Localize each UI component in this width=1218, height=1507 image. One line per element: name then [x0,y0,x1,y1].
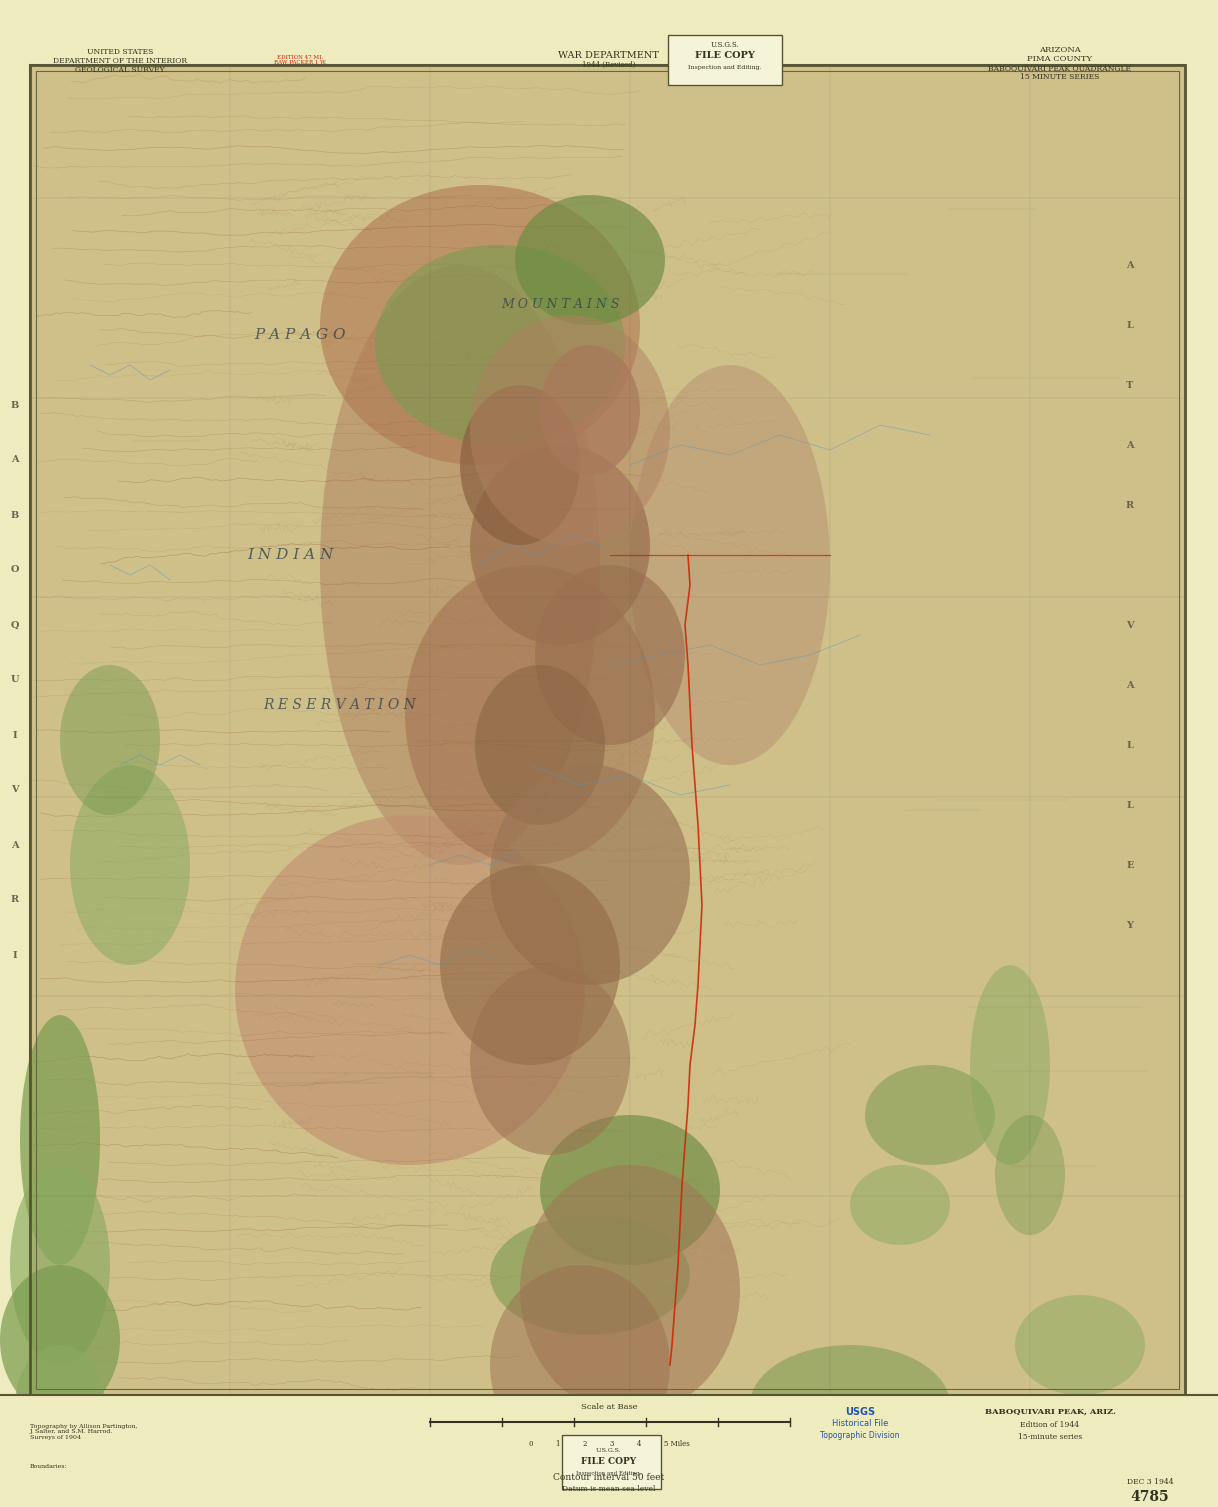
Text: BABOQUIVARI PEAK QUADRANGLE: BABOQUIVARI PEAK QUADRANGLE [989,63,1132,72]
Ellipse shape [320,185,639,466]
Text: P A P A G O: P A P A G O [255,329,346,342]
Ellipse shape [475,665,605,824]
Text: L: L [1127,321,1134,330]
Ellipse shape [440,865,620,1065]
Text: U.S.G.S.: U.S.G.S. [710,41,739,50]
Ellipse shape [750,1346,950,1465]
Text: R: R [1125,500,1134,509]
Ellipse shape [69,766,190,964]
Text: UNITED STATES: UNITED STATES [86,48,153,56]
Text: EDITION 47 MI.
RAW PACKER 1 W.: EDITION 47 MI. RAW PACKER 1 W. [274,54,326,65]
Text: Datum is mean sea level: Datum is mean sea level [563,1484,655,1493]
Bar [37,71,1179,1389]
Text: Y: Y [1127,921,1134,930]
Text: T: T [1127,380,1134,389]
Ellipse shape [15,1346,105,1465]
Bar [30,65,1185,1395]
FancyBboxPatch shape [561,1435,661,1489]
Ellipse shape [1015,1295,1145,1395]
Text: V: V [11,785,18,794]
Text: I: I [12,951,17,960]
Ellipse shape [0,1264,121,1415]
Ellipse shape [406,565,655,865]
Bar [30,65,1185,1395]
Ellipse shape [320,265,600,865]
Text: B: B [11,401,19,410]
Ellipse shape [970,964,1050,1165]
Ellipse shape [540,1115,720,1264]
Text: Boundaries:: Boundaries: [30,1465,68,1469]
Ellipse shape [235,815,585,1165]
Text: PIMA COUNTY: PIMA COUNTY [1028,54,1093,63]
Ellipse shape [995,1115,1065,1236]
Text: L: L [1127,800,1134,809]
Text: B: B [11,511,19,520]
FancyBboxPatch shape [667,35,782,84]
Text: E: E [1127,860,1134,870]
Ellipse shape [490,1215,691,1335]
Ellipse shape [630,365,829,766]
Text: GEOLOGICAL SURVEY: GEOLOGICAL SURVEY [76,66,164,74]
Text: Edition of 1944: Edition of 1944 [1021,1421,1079,1429]
Ellipse shape [470,964,630,1154]
Bar [0,1395,1218,1507]
Text: ARIZONA: ARIZONA [1039,47,1080,54]
Text: A: A [11,841,18,850]
Text: DEC 3 1944: DEC 3 1944 [1127,1478,1173,1486]
Text: A: A [1127,261,1134,270]
Text: WAR DEPARTMENT: WAR DEPARTMENT [559,51,659,59]
Text: Topographic Division: Topographic Division [820,1432,900,1441]
Text: 0          1          2          3          4          5 Miles: 0 1 2 3 4 5 Miles [529,1441,689,1448]
Text: I N D I A N: I N D I A N [247,549,334,562]
Text: 15-minute series: 15-minute series [1018,1433,1082,1441]
Ellipse shape [460,384,580,546]
Ellipse shape [520,1165,741,1415]
Text: FILE COPY: FILE COPY [581,1456,637,1465]
Text: M O U N T A I N S: M O U N T A I N S [501,298,619,312]
Text: 1944 (Revised): 1944 (Revised) [582,60,636,69]
Text: USGS: USGS [845,1408,875,1417]
Text: U: U [11,675,19,684]
Ellipse shape [540,345,639,475]
Text: Historical File: Historical File [832,1420,888,1429]
Text: R: R [11,895,19,904]
Text: Q: Q [11,621,19,630]
Ellipse shape [515,194,665,326]
Ellipse shape [490,766,691,986]
Text: Contour interval 50 feet: Contour interval 50 feet [553,1472,665,1481]
Text: I: I [12,731,17,740]
Text: 15 MINUTE SERIES: 15 MINUTE SERIES [1021,72,1100,81]
Text: FILE COPY: FILE COPY [695,51,755,59]
Text: R E S E R V A T I O N: R E S E R V A T I O N [263,698,417,711]
Text: DEPARTMENT OF THE INTERIOR: DEPARTMENT OF THE INTERIOR [52,57,188,65]
Ellipse shape [490,1264,670,1465]
Ellipse shape [10,1165,110,1365]
Ellipse shape [60,665,160,815]
Text: A: A [11,455,18,464]
Ellipse shape [535,565,685,744]
Text: A: A [1127,681,1134,690]
Ellipse shape [19,1016,100,1264]
Bar [30,65,1185,1395]
Text: L: L [1127,740,1134,749]
Ellipse shape [470,445,650,645]
Text: 4785: 4785 [1130,1490,1169,1504]
Ellipse shape [850,1165,950,1245]
Text: V: V [1127,621,1134,630]
Text: Topography by Allison Partington,
J. Salter, and S.M. Harrod.
Surveys of 1904: Topography by Allison Partington, J. Sal… [30,1424,138,1441]
Text: Inspection and Editing.: Inspection and Editing. [576,1471,642,1475]
Ellipse shape [375,246,625,445]
Text: O: O [11,565,19,574]
Text: BABOQUIVARI PEAK, ARIZ.: BABOQUIVARI PEAK, ARIZ. [984,1408,1116,1417]
Text: A: A [1127,440,1134,449]
Text: Inspection and Editing.: Inspection and Editing. [688,65,761,69]
Ellipse shape [865,1065,995,1165]
Text: Scale at Base: Scale at Base [581,1403,637,1411]
Text: U.S.G.S.: U.S.G.S. [596,1448,622,1453]
Ellipse shape [470,315,670,546]
